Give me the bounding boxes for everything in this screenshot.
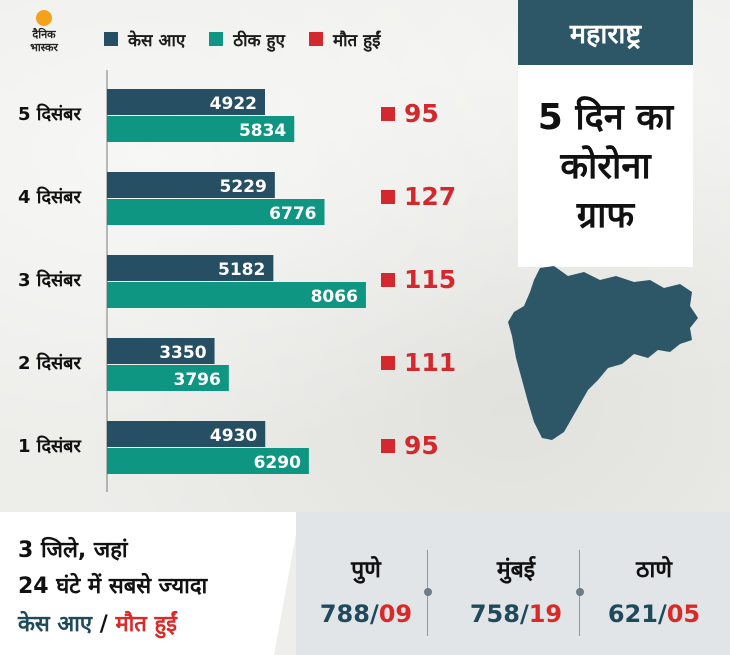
district-slash: / <box>519 600 529 628</box>
data-label-cases: 5182 <box>218 260 265 280</box>
death-marker <box>381 439 395 453</box>
data-label-deaths: 111 <box>404 348 456 377</box>
summary-line-3: केस आए / मौत हुईं <box>18 608 177 638</box>
district-slash: / <box>657 600 667 628</box>
district-values: 621/05 <box>584 600 724 628</box>
data-label-recovered: 8066 <box>311 287 358 307</box>
dainik-bhaskar-logo: दैनिक भास्कर <box>14 10 74 58</box>
death-marker <box>381 190 395 204</box>
legend-swatch-deaths <box>308 32 323 46</box>
category-label: 3 दिसंबर <box>18 269 81 291</box>
data-label-cases: 5229 <box>220 177 267 197</box>
category-label: 5 दिसंबर <box>18 103 81 125</box>
bar-recovered <box>107 365 229 391</box>
district-values: 788/09 <box>296 600 436 628</box>
state-header: महाराष्ट्र <box>518 0 693 65</box>
chart-title-box: 5 दिन का कोरोना ग्राफ <box>518 65 693 267</box>
district-slash: / <box>369 600 379 628</box>
summary-line-1: 3 जिले, जहां <box>18 538 128 563</box>
district-cases: 758 <box>469 600 520 628</box>
bar-cases <box>107 89 265 115</box>
district-list: पुणे 788/09 मुंबई 758/19 ठाणे 621/05 <box>296 512 730 655</box>
category-label: 2 दिसंबर <box>18 352 81 374</box>
district-divider <box>424 550 432 636</box>
district-cases: 621 <box>607 600 658 628</box>
data-label-cases: 4930 <box>210 426 257 446</box>
title-line-2: कोरोना <box>560 145 651 187</box>
category-label: 4 दिसंबर <box>18 186 81 208</box>
district-name: पुणे <box>351 557 381 583</box>
chart-legend: केस आए ठीक हुए मौत हुईं <box>104 26 405 52</box>
summary-deaths-label: मौत हुईं <box>115 612 177 637</box>
bar-cases <box>107 421 266 447</box>
death-marker <box>381 356 395 370</box>
legend-item-deaths: मौत हुईं <box>308 28 381 51</box>
data-label-deaths: 115 <box>404 265 456 294</box>
bar-cases <box>107 255 274 281</box>
district-values: 758/19 <box>446 600 586 628</box>
data-label-recovered: 3796 <box>174 370 221 390</box>
death-marker <box>381 273 395 287</box>
logo-line-1: दैनिक <box>32 28 56 41</box>
district-pune: पुणे 788/09 <box>296 552 436 628</box>
bar-cases <box>107 338 215 364</box>
data-label-cases: 4922 <box>210 94 257 114</box>
bar-recovered <box>107 282 366 308</box>
district-deaths: 19 <box>528 600 563 628</box>
data-label-deaths: 95 <box>404 99 439 128</box>
district-deaths: 05 <box>666 600 701 628</box>
district-summary: 3 जिले, जहां 24 घंटे में सबसे ज्यादा केस… <box>0 512 730 655</box>
logo-sun-icon <box>36 10 52 26</box>
data-label-deaths: 95 <box>404 431 439 460</box>
title-line-1: 5 दिन का <box>537 96 674 138</box>
legend-label-cases: केस आए <box>128 30 186 51</box>
summary-cases-label: केस आए <box>18 612 93 637</box>
summary-separator: / <box>92 612 116 637</box>
title-line-3: ग्राफ <box>576 194 635 236</box>
legend-label-deaths: मौत हुईं <box>332 30 381 51</box>
death-marker <box>381 107 395 121</box>
district-name: ठाणे <box>636 557 672 583</box>
data-label-recovered: 6776 <box>269 204 316 224</box>
maharashtra-map-icon <box>508 266 698 440</box>
logo-line-2: भास्कर <box>30 41 58 54</box>
summary-line-2: 24 घंटे में सबसे ज्यादा <box>18 574 208 599</box>
district-mumbai: मुंबई 758/19 <box>446 552 586 628</box>
bar-recovered <box>107 448 309 474</box>
category-label: 1 दिसंबर <box>18 435 81 457</box>
district-divider <box>576 550 584 636</box>
data-label-deaths: 127 <box>404 182 456 211</box>
data-label-recovered: 6290 <box>254 453 301 473</box>
district-name: मुंबई <box>496 557 536 583</box>
bar-cases <box>107 172 275 198</box>
legend-item-recovered: ठीक हुए <box>209 28 285 51</box>
district-thane: ठाणे 621/05 <box>584 552 724 628</box>
data-label-cases: 3350 <box>159 343 206 363</box>
bar-recovered <box>107 116 295 142</box>
state-name: महाराष्ट्र <box>569 19 642 50</box>
legend-item-cases: केस आए <box>104 28 185 51</box>
legend-swatch-cases <box>104 32 118 46</box>
legend-swatch-recovered <box>209 32 224 46</box>
district-summary-heading: 3 जिले, जहां 24 घंटे में सबसे ज्यादा केस… <box>0 512 300 655</box>
district-deaths: 09 <box>378 600 413 628</box>
district-cases: 788 <box>319 600 370 628</box>
bar-recovered <box>107 199 325 225</box>
data-label-recovered: 5834 <box>239 121 286 141</box>
legend-label-recovered: ठीक हुए <box>233 30 285 51</box>
